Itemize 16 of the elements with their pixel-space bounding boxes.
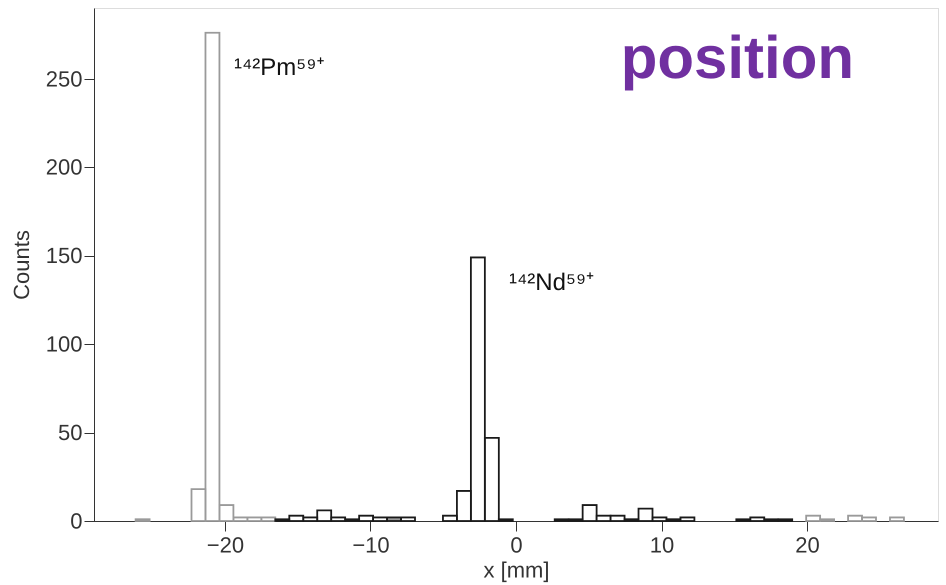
- x-tick-label: 0: [510, 532, 523, 558]
- annotation: ¹⁴²Nd⁵⁹⁺: [509, 269, 594, 296]
- y-tick-label: 50: [58, 420, 82, 446]
- y-tick-label: 100: [46, 332, 82, 357]
- x-tick-label: 20: [795, 532, 820, 558]
- x-tick-label: −20: [206, 532, 244, 558]
- y-tick-label: 200: [46, 154, 82, 180]
- x-tick-label: −10: [352, 532, 390, 558]
- y-tick-label: 0: [70, 508, 82, 534]
- annotation: ¹⁴²Pm⁵⁹⁺: [234, 54, 325, 81]
- x-tick-label: 10: [650, 532, 674, 558]
- annotation: position: [620, 24, 854, 91]
- y-tick-label: 250: [46, 66, 82, 92]
- y-axis-title: Counts: [8, 230, 34, 300]
- x-axis-title: x [mm]: [484, 558, 550, 582]
- y-tick-label: 150: [46, 243, 82, 268]
